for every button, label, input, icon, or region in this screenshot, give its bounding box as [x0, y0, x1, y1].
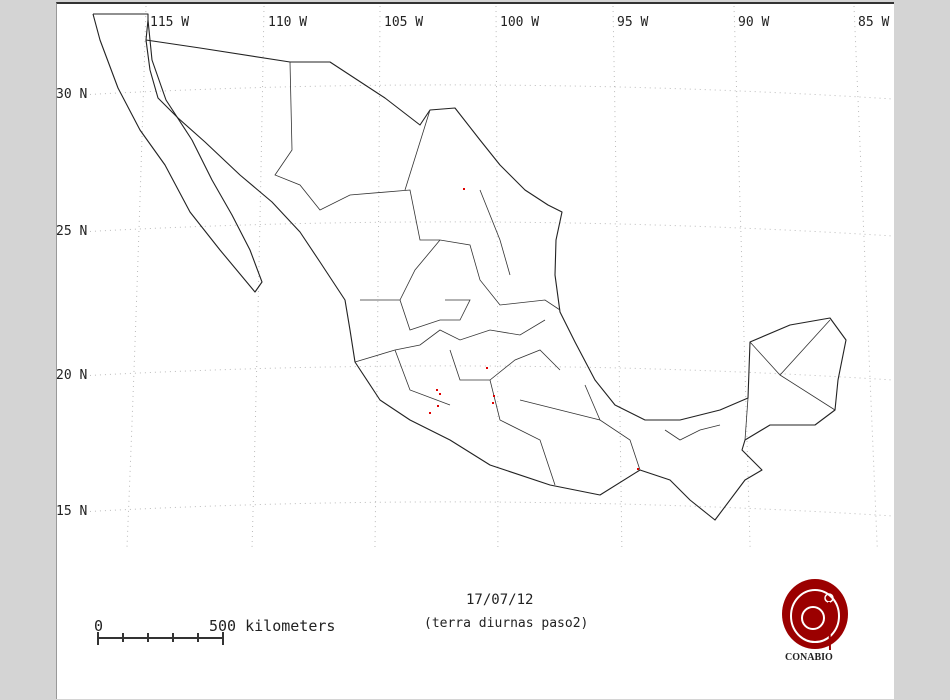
fire-point	[439, 393, 441, 395]
longitude-label: 90 W	[738, 15, 770, 30]
meridian-line	[126, 5, 147, 551]
scale-end-label: 500 kilometers	[209, 617, 336, 635]
meridian-line	[251, 5, 265, 551]
latitude-label: 30 N	[56, 87, 88, 102]
meridian-line	[733, 5, 751, 551]
fire-point	[437, 405, 439, 407]
baja-california-outline	[92, 13, 263, 293]
map-panel	[56, 2, 894, 699]
parallel-line	[79, 221, 894, 237]
fire-point	[463, 188, 465, 190]
fire-point	[486, 367, 488, 369]
longitude-label: 95 W	[617, 15, 649, 30]
fire-points	[429, 188, 639, 470]
fire-point	[493, 395, 495, 397]
longitude-label: 115 W	[150, 15, 190, 30]
scale-bar	[97, 632, 224, 645]
longitude-label: 105 W	[384, 15, 424, 30]
state-borders	[274, 61, 836, 486]
fire-point	[637, 468, 639, 470]
parallel-line	[79, 501, 894, 517]
fire-point	[436, 389, 438, 391]
parallel-line	[79, 84, 894, 100]
logo-text: CONABIO	[785, 652, 833, 663]
longitude-label: 100 W	[500, 15, 540, 30]
meridian-line	[495, 5, 499, 551]
fire-point	[492, 402, 494, 404]
conabio-logo-icon	[782, 579, 848, 651]
parallel-line	[79, 365, 894, 381]
date-label: 17/07/12	[466, 592, 534, 608]
meridian-line	[612, 5, 623, 551]
scale-start-label: 0	[94, 617, 104, 635]
fire-point	[429, 412, 431, 414]
subtitle-label: (terra diurnas paso2)	[424, 616, 589, 631]
graticule	[79, 5, 894, 551]
meridian-line	[374, 5, 381, 551]
longitude-label: 110 W	[268, 15, 308, 30]
mexico-outline	[93, 13, 847, 521]
latitude-label: 25 N	[56, 224, 88, 239]
latitude-label: 20 N	[56, 368, 88, 383]
latitude-label: 15 N	[56, 504, 88, 519]
longitude-label: 85 W	[858, 15, 890, 30]
meridian-line	[853, 5, 878, 551]
